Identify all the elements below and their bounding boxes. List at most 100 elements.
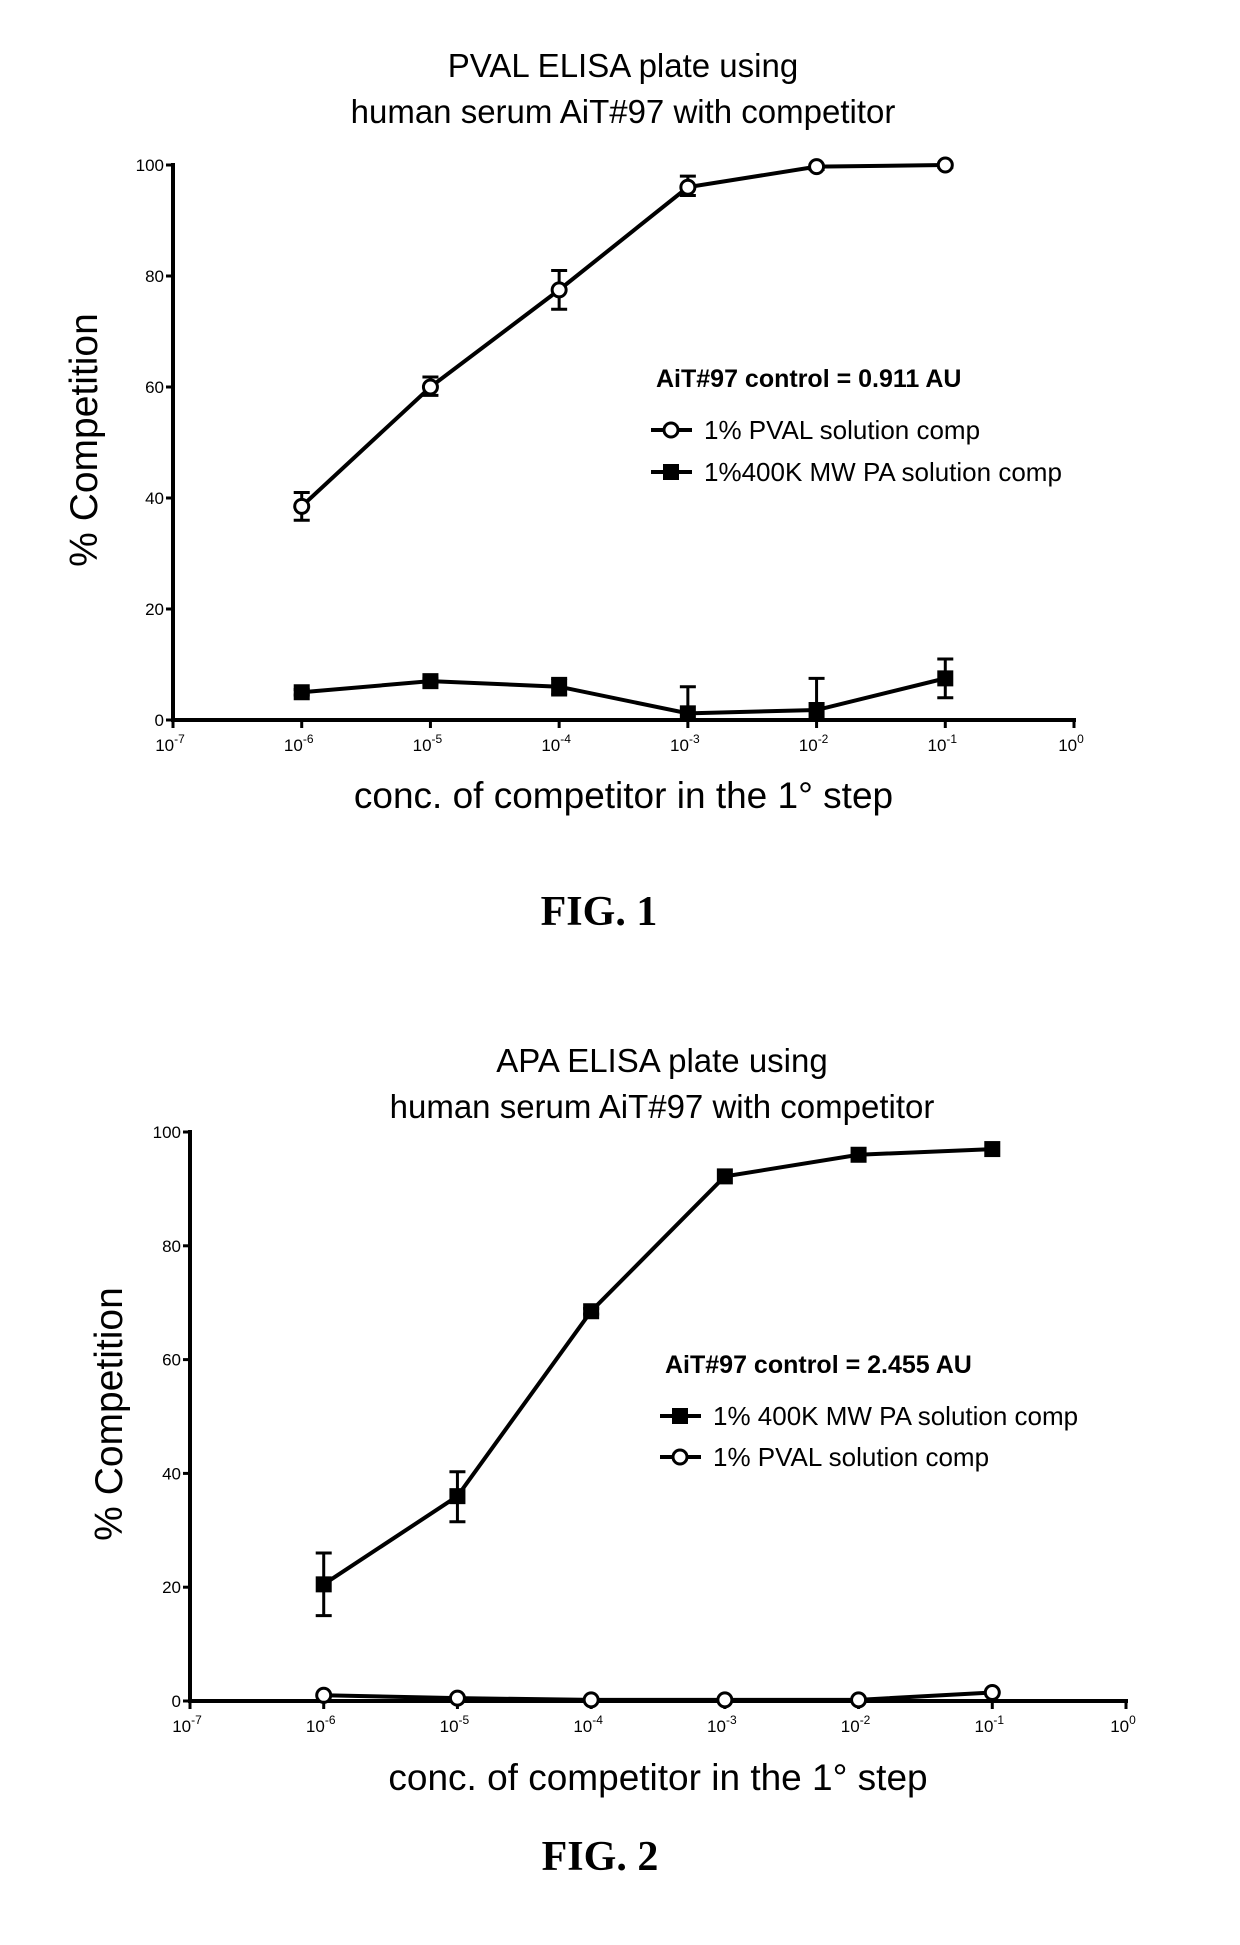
x-tick-label: 10-6 [306, 1713, 336, 1736]
legend-label: 1% PVAL solution comp [713, 1442, 989, 1472]
chart-title-line: PVAL ELISA plate using [448, 47, 798, 84]
legend-marker [672, 1408, 688, 1424]
data-point [317, 1688, 331, 1702]
y-tick-label: 20 [145, 600, 164, 619]
x-tick-label: 10-1 [974, 1713, 1004, 1736]
legend: AiT#97 control = 0.911 AU 1% PVAL solutio… [651, 365, 1062, 487]
x-tick-label: 10-2 [841, 1713, 871, 1736]
x-tick-base: 10 [306, 1717, 325, 1736]
x-tick-label: 10-7 [155, 732, 185, 755]
chart-title-line: human serum AiT#97 with competitor [390, 1088, 935, 1125]
legend-label: 1% PVAL solution comp [704, 415, 980, 445]
x-tick-base: 10 [172, 1717, 191, 1736]
x-tick-label: 100 [1058, 732, 1084, 755]
legend-label: 1% 400K MW PA solution comp [713, 1401, 1078, 1431]
x-tick-base: 10 [1110, 1717, 1129, 1736]
legend-marker [664, 423, 678, 437]
x-tick-exponent: -7 [174, 732, 185, 746]
y-axis-label: % Competition [63, 313, 106, 567]
data-point [450, 1691, 464, 1705]
y-tick-label: 20 [162, 1578, 181, 1597]
data-point [552, 283, 566, 297]
data-point [681, 180, 695, 194]
x-tick-exponent: -5 [432, 732, 443, 746]
series-line [302, 165, 946, 506]
x-tick-exponent: -3 [689, 732, 700, 746]
data-point [852, 1693, 866, 1707]
y-tick-label: 60 [162, 1351, 181, 1370]
legend-marker [673, 1450, 687, 1464]
data-point [809, 702, 825, 718]
figure-label: FIG. 1 [541, 889, 658, 935]
x-tick-exponent: -5 [459, 1713, 470, 1727]
x-tick-exponent: -2 [818, 732, 829, 746]
x-tick-base: 10 [927, 736, 946, 755]
data-point [423, 380, 437, 394]
series-line [324, 1692, 993, 1699]
x-tick-exponent: -3 [726, 1713, 737, 1727]
series-1 [317, 1685, 1000, 1706]
legend-title: AiT#97 control = 2.455 AU [665, 1351, 972, 1379]
data-point [985, 1685, 999, 1699]
data-point [583, 1303, 599, 1319]
x-tick-label: 10-5 [413, 732, 443, 755]
x-tick-label: 10-3 [707, 1713, 737, 1736]
series-line [302, 678, 946, 713]
x-tick-label: 10-1 [927, 732, 957, 755]
x-tick-label: 10-6 [284, 732, 314, 755]
y-tick-label: 0 [172, 1692, 181, 1711]
x-tick-base: 10 [707, 1717, 726, 1736]
x-tick-base: 10 [974, 1717, 993, 1736]
legend-title: AiT#97 control = 0.911 AU [656, 365, 961, 393]
data-point [937, 670, 953, 686]
data-point [810, 160, 824, 174]
data-point [294, 684, 310, 700]
x-tick-exponent: -4 [592, 1713, 603, 1727]
y-tick-label: 100 [136, 156, 164, 175]
x-tick-base: 10 [1058, 736, 1077, 755]
x-tick-label: 10-5 [440, 1713, 470, 1736]
x-tick-base: 10 [670, 736, 689, 755]
chart-title-line: APA ELISA plate using [496, 1042, 827, 1079]
series-1 [294, 659, 954, 721]
y-axis-label: % Competition [88, 1287, 131, 1541]
x-tick-base: 10 [413, 736, 432, 755]
y-tick-label: 80 [145, 267, 164, 286]
x-tick-exponent: -1 [946, 732, 957, 746]
x-tick-exponent: -4 [560, 732, 571, 746]
data-point [295, 499, 309, 513]
x-tick-label: 100 [1110, 1713, 1136, 1736]
chart-panel-2: APA ELISA plate using human serum AiT#97 … [88, 1042, 1136, 1880]
figure-label: FIG. 2 [542, 1834, 659, 1880]
x-tick-label: 10-2 [799, 732, 829, 755]
x-tick-exponent: -2 [860, 1713, 871, 1727]
data-point [449, 1488, 465, 1504]
data-point [938, 158, 952, 172]
figure-page: PVAL ELISA plate using human serum AiT#97… [0, 0, 1240, 1945]
x-tick-base: 10 [284, 736, 303, 755]
x-tick-base: 10 [799, 736, 818, 755]
data-point [584, 1693, 598, 1707]
data-point [680, 705, 696, 721]
x-tick-base: 10 [573, 1717, 592, 1736]
y-tick-label: 40 [162, 1464, 181, 1483]
data-point [984, 1141, 1000, 1157]
legend: AiT#97 control = 2.455 AU 1% 400K MW PA s… [660, 1351, 1078, 1472]
data-point [717, 1168, 733, 1184]
data-point [851, 1147, 867, 1163]
x-tick-base: 10 [440, 1717, 459, 1736]
x-tick-base: 10 [841, 1717, 860, 1736]
x-tick-base: 10 [541, 736, 560, 755]
x-axis-label: conc. of competitor in the 1° step [388, 1757, 927, 1798]
legend-marker [663, 464, 679, 480]
x-tick-exponent: -6 [303, 732, 314, 746]
y-tick-label: 100 [153, 1123, 181, 1142]
x-tick-exponent: -7 [191, 1713, 202, 1727]
y-tick-label: 0 [155, 711, 164, 730]
x-tick-label: 10-3 [670, 732, 700, 755]
y-tick-label: 40 [145, 489, 164, 508]
x-axis-label: conc. of competitor in the 1° step [354, 775, 893, 816]
x-tick-base: 10 [155, 736, 174, 755]
data-point [422, 673, 438, 689]
y-tick-label: 60 [145, 378, 164, 397]
